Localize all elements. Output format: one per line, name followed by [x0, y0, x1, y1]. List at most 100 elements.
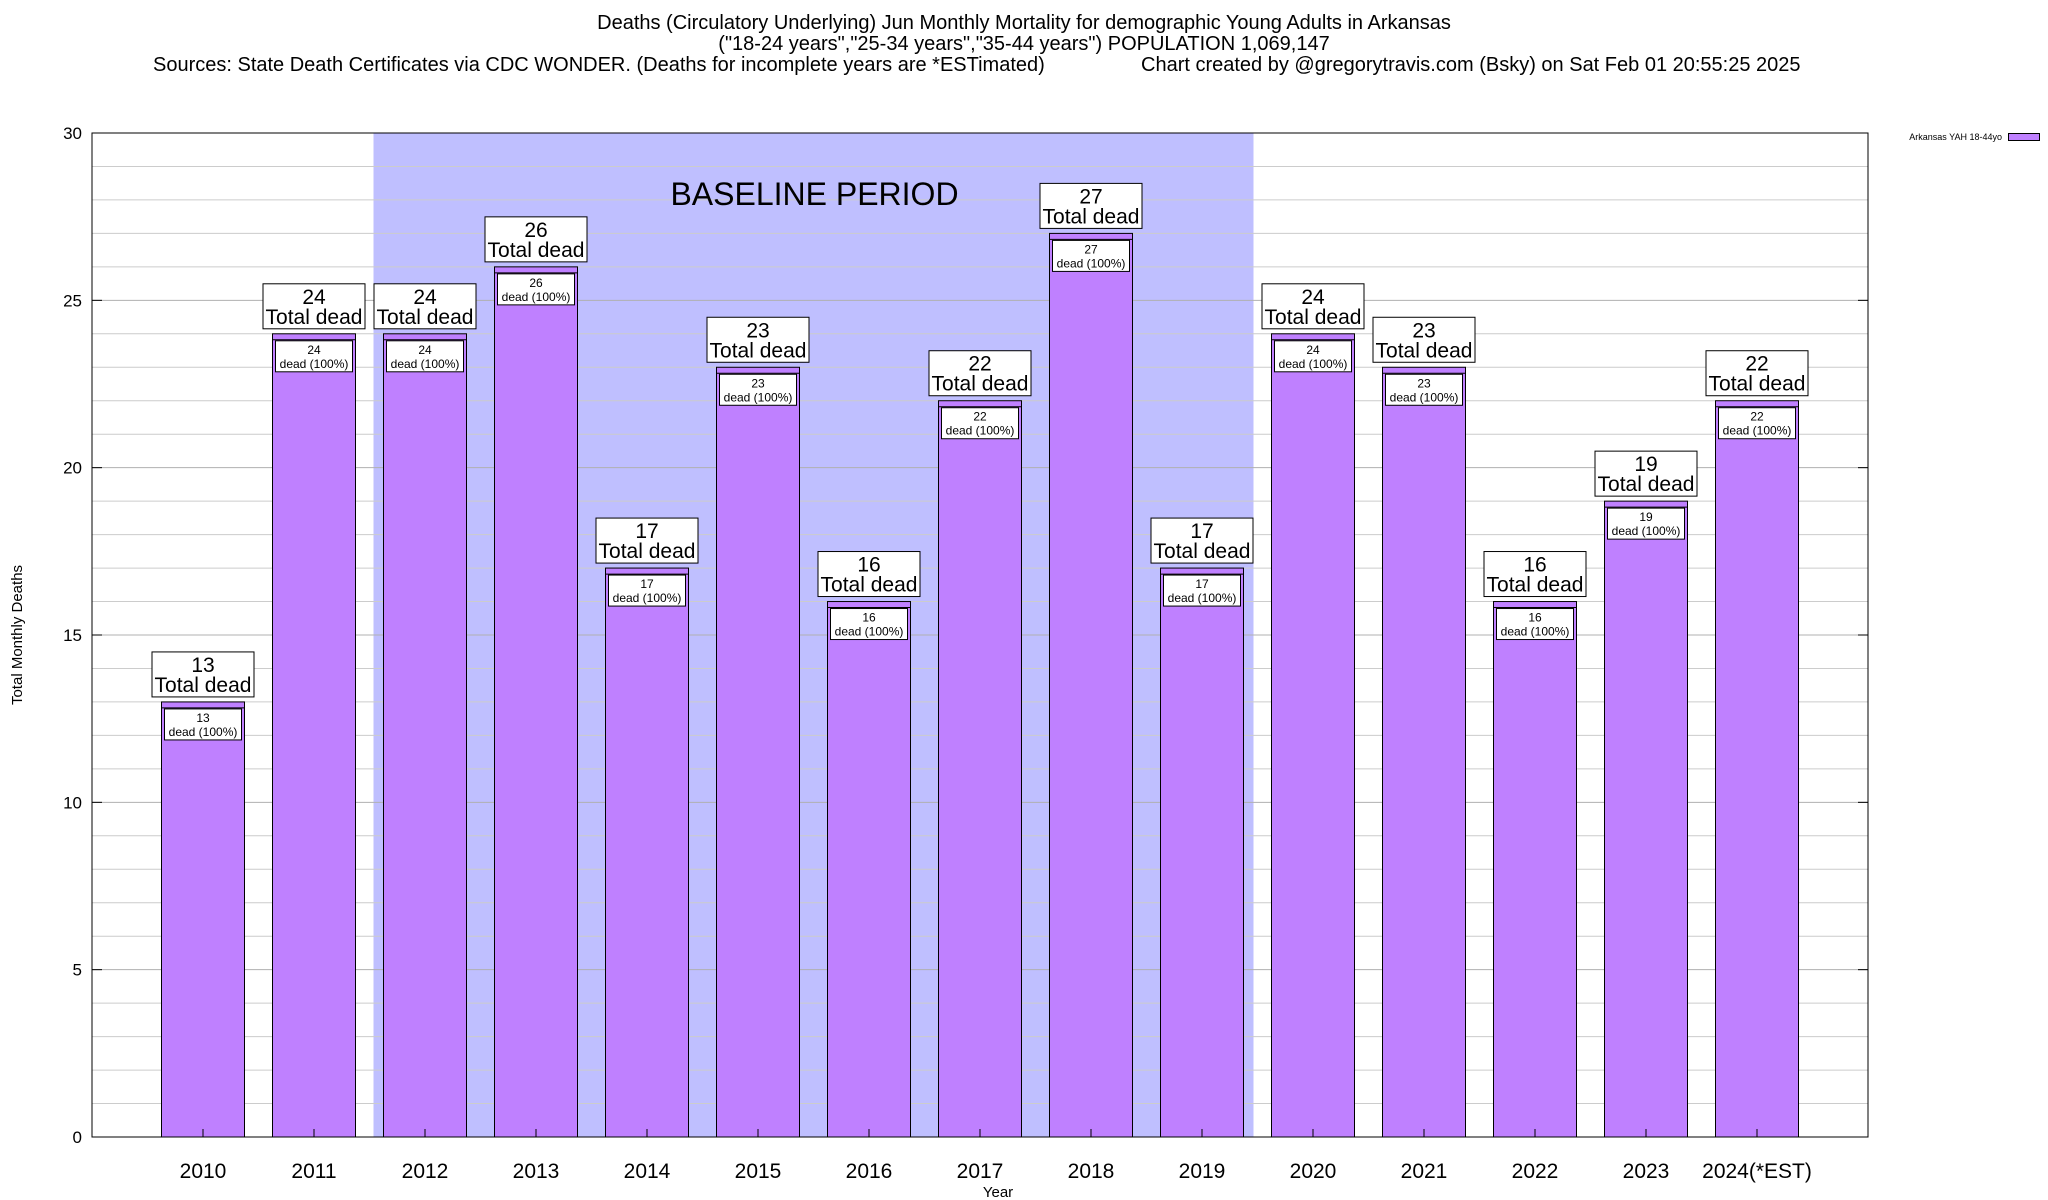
total-label-box	[484, 216, 588, 263]
total-dead-label: Total dead	[155, 674, 252, 697]
total-value-label: 27	[1079, 185, 1102, 208]
total-value-label: 24	[413, 286, 437, 309]
inner-dead-label: dead (100%)	[835, 625, 904, 639]
total-dead-label: Total dead	[932, 373, 1029, 396]
x-tick-label: 2016	[846, 1160, 893, 1183]
total-label-box	[1039, 182, 1143, 229]
inner-label-box	[497, 273, 575, 306]
total-label-box	[1705, 350, 1809, 397]
chart-title: Deaths (Circulatory Underlying) Jun Mont…	[597, 12, 1451, 34]
inner-value-label: 23	[751, 376, 765, 390]
x-tick-label: 2013	[513, 1160, 560, 1183]
x-tick-label: 2024(*EST)	[1702, 1160, 1812, 1183]
bar-2010	[161, 701, 245, 1138]
bar-2014	[605, 567, 689, 1138]
x-tick-label: 2014	[624, 1160, 671, 1183]
inner-dead-label: dead (100%)	[391, 357, 460, 371]
x-tick-label: 2020	[1290, 1160, 1337, 1183]
inner-dead-label: dead (100%)	[1279, 357, 1348, 371]
total-value-label: 16	[857, 554, 880, 577]
total-value-label: 13	[191, 654, 214, 677]
inner-label-box	[719, 373, 797, 406]
inner-value-label: 16	[1528, 611, 1542, 625]
y-tick-label: 5	[73, 961, 82, 980]
total-value-label: 17	[635, 520, 658, 543]
x-tick-label: 2011	[291, 1160, 336, 1183]
total-value-label: 24	[302, 286, 326, 309]
sources-text: Sources: State Death Certificates via CD…	[153, 54, 1045, 76]
y-tick-label: 20	[63, 459, 82, 478]
total-value-label: 22	[968, 353, 991, 376]
bar-2021	[1382, 366, 1466, 1138]
inner-dead-label: dead (100%)	[613, 591, 682, 605]
inner-value-label: 27	[1084, 242, 1098, 256]
inner-label-box	[275, 340, 353, 373]
inner-value-label: 22	[973, 410, 987, 424]
inner-label-box	[1052, 239, 1130, 272]
inner-value-label: 26	[529, 276, 543, 290]
x-tick-label: 2018	[1068, 1160, 1115, 1183]
inner-label-box	[1496, 608, 1574, 641]
total-value-label: 23	[746, 319, 769, 342]
x-axis-label: Year	[983, 1184, 1013, 1200]
bar-2017	[938, 400, 1022, 1138]
x-tick-label: 2017	[957, 1160, 1004, 1183]
total-label-box	[928, 350, 1032, 397]
inner-dead-label: dead (100%)	[724, 390, 793, 404]
total-label-box	[1483, 551, 1587, 598]
total-dead-label: Total dead	[710, 339, 807, 362]
inner-value-label: 17	[1195, 577, 1209, 591]
inner-value-label: 23	[1417, 376, 1431, 390]
total-dead-label: Total dead	[1598, 473, 1695, 496]
x-tick-label: 2015	[735, 1160, 782, 1183]
y-tick-label: 10	[63, 793, 82, 812]
inner-value-label: 19	[1639, 510, 1653, 524]
x-tick-label: 2023	[1623, 1160, 1670, 1183]
inner-dead-label: dead (100%)	[280, 357, 349, 371]
total-value-label: 23	[1412, 319, 1435, 342]
x-tick-label: 2019	[1179, 1160, 1226, 1183]
bar-2023	[1604, 500, 1688, 1138]
inner-value-label: 24	[418, 343, 432, 357]
inner-label-box	[830, 608, 908, 641]
total-label-box	[817, 551, 921, 598]
inner-dead-label: dead (100%)	[1723, 424, 1792, 438]
bar-2019	[1160, 567, 1244, 1138]
total-label-box	[595, 517, 699, 564]
total-dead-label: Total dead	[1709, 373, 1806, 396]
total-label-box	[1261, 283, 1365, 330]
inner-value-label: 24	[307, 343, 321, 357]
inner-label-box	[608, 574, 686, 607]
y-tick-label: 0	[73, 1128, 82, 1147]
bar-2024(*EST)	[1715, 400, 1799, 1138]
x-tick-label: 2022	[1512, 1160, 1559, 1183]
inner-dead-label: dead (100%)	[1612, 524, 1681, 538]
total-dead-label: Total dead	[1376, 339, 1473, 362]
legend-swatch	[2008, 133, 2040, 141]
y-tick-label: 15	[63, 626, 82, 645]
inner-label-box	[386, 340, 464, 373]
total-dead-label: Total dead	[1487, 574, 1584, 597]
inner-value-label: 17	[640, 577, 654, 591]
inner-label-box	[164, 708, 242, 741]
y-tick-label: 25	[63, 291, 82, 310]
total-label-box	[373, 283, 477, 330]
inner-dead-label: dead (100%)	[946, 424, 1015, 438]
total-label-box	[706, 316, 810, 363]
total-value-label: 22	[1745, 353, 1768, 376]
total-dead-label: Total dead	[377, 306, 474, 329]
y-axis-label: Total Monthly Deaths	[9, 565, 26, 705]
total-value-label: 19	[1634, 453, 1657, 476]
total-value-label: 24	[1301, 286, 1325, 309]
legend-label: Arkansas YAH 18-44yo	[1909, 132, 2002, 142]
bar-2018	[1049, 232, 1133, 1138]
total-value-label: 17	[1190, 520, 1213, 543]
inner-label-box	[1385, 373, 1463, 406]
inner-value-label: 22	[1750, 410, 1764, 424]
x-tick-label: 2012	[402, 1160, 449, 1183]
inner-dead-label: dead (100%)	[1390, 390, 1459, 404]
inner-dead-label: dead (100%)	[502, 290, 571, 304]
chart-subtitle: ("18-24 years","25-34 years","35-44 year…	[718, 33, 1330, 55]
bar-2020	[1271, 333, 1355, 1138]
